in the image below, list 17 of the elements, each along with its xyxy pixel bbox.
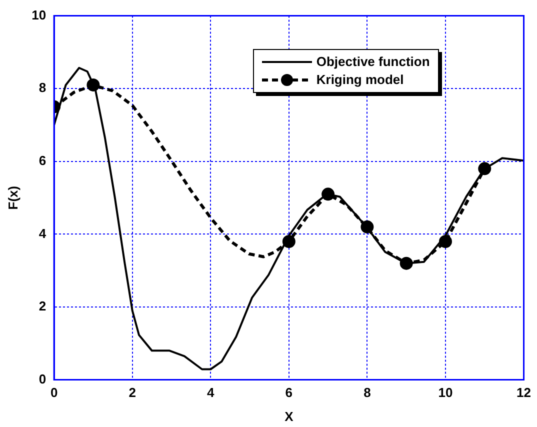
y-tick-label: 8	[38, 80, 46, 96]
y-axis-title: F(x)	[5, 186, 20, 210]
x-axis-title: X	[284, 408, 294, 424]
x-tick-label: 10	[438, 385, 453, 400]
x-tick-label: 0	[50, 385, 58, 400]
legend-label: Objective function	[316, 54, 430, 70]
x-tick-label: 2	[128, 385, 136, 400]
y-tick-label: 10	[32, 7, 46, 22]
y-tick-label: 2	[38, 298, 46, 314]
x-tick-label: 6	[285, 385, 293, 400]
y-tick-label: 4	[38, 226, 47, 241]
y-tick-label: 6	[38, 152, 46, 168]
y-tick-label: 0	[38, 371, 46, 386]
legend-label: Kriging model	[316, 72, 404, 88]
x-tick-label: 12	[516, 385, 532, 400]
x-tick-label: 8	[364, 385, 371, 400]
x-tick-label: 4	[207, 385, 216, 400]
